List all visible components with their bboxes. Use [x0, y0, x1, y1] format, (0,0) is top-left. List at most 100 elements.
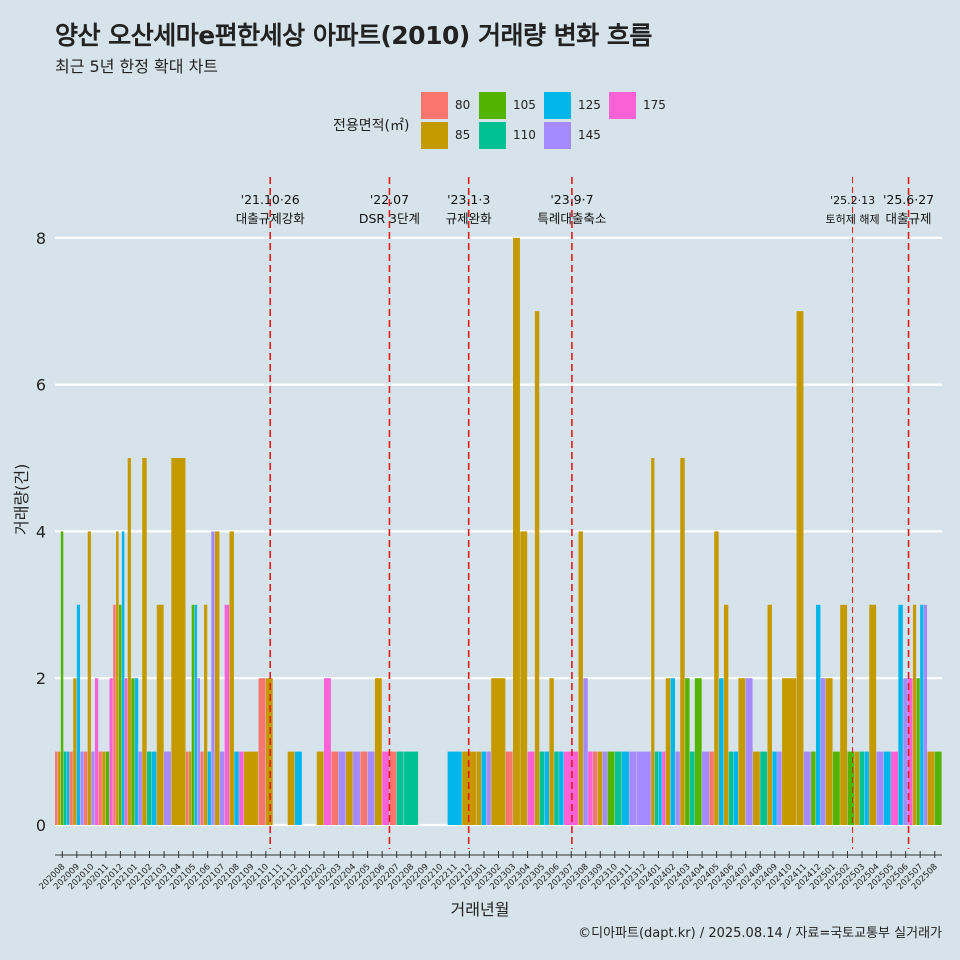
legend-swatch-145: [544, 122, 571, 149]
bar-202105-125: [194, 604, 198, 825]
bar-202104-85: [171, 458, 186, 825]
bar-202208-110: [403, 751, 419, 825]
bar-202409-145: [777, 751, 782, 825]
y-tick-label-8: 8: [36, 229, 46, 248]
bar-202106-125: [207, 751, 211, 825]
bar-202101-145: [138, 751, 142, 825]
legend-swatch-125: [544, 92, 571, 119]
bar-202312-145: [636, 751, 651, 825]
bar-202402-145: [675, 751, 680, 825]
bar-202204-85: [345, 751, 353, 825]
bar-202506-125: [898, 604, 903, 825]
bar-202303-80: [505, 751, 513, 825]
bar-202010-85: [87, 531, 91, 825]
bar-202101-125: [134, 678, 139, 825]
bar-202405-125: [719, 678, 724, 825]
bar-202107-175: [224, 604, 230, 825]
bar-202405-80: [709, 751, 714, 825]
bar-202203-145: [338, 751, 346, 825]
bar-202309-145: [602, 751, 608, 825]
bar-202307-175: [563, 751, 579, 825]
event-label-2: DSR 3단계: [359, 211, 420, 226]
bar-202202-175: [324, 678, 331, 825]
bar-202103-85: [156, 604, 164, 825]
bar-202107-85: [214, 531, 220, 825]
bar-202009-145: [80, 751, 84, 825]
event-label-1: 대출규제강화: [236, 211, 306, 226]
legend-swatch-85: [421, 122, 448, 149]
bar-202101-85: [127, 458, 131, 825]
bar-202505-125: [883, 751, 891, 825]
bar-202009-80: [69, 751, 73, 825]
bar-202105-105: [191, 604, 195, 825]
bar-202206-175: [382, 751, 390, 825]
bar-202506-175: [908, 678, 913, 825]
legend-label-110: 110: [513, 128, 536, 142]
bar-202010-175: [94, 678, 99, 825]
event-label-5: 토허제 해제: [826, 212, 880, 226]
bar-202211-125: [447, 751, 462, 825]
bar-202408-85: [752, 751, 760, 825]
event-label-3: 규제완화: [446, 211, 493, 226]
bar-202305-85: [534, 311, 540, 825]
event-date-4: '23.9·7: [550, 192, 593, 207]
y-tick-label-6: 6: [36, 376, 46, 395]
bar-202108-125: [234, 751, 239, 825]
bar-202501-105: [832, 751, 840, 825]
bar-202207-80: [389, 751, 397, 825]
x-axis-label: 거래년월: [450, 900, 510, 919]
bar-202011-175: [109, 678, 113, 825]
bar-202101-105: [131, 678, 135, 825]
bar-202412-105: [811, 751, 816, 825]
legend-label-80: 80: [455, 98, 471, 112]
legend-label-175: 175: [643, 98, 666, 112]
bar-202305-125: [544, 751, 549, 825]
bar-202302-85: [491, 678, 506, 825]
bar-202301-145: [486, 751, 491, 825]
bar-202112-125: [294, 751, 302, 825]
bar-202401-85: [651, 458, 655, 825]
bar-202505-175: [891, 751, 898, 825]
bar-202406-125: [733, 751, 739, 825]
bar-202503-125: [864, 751, 869, 825]
bar-202403-85: [680, 458, 685, 825]
bar-202009-125: [76, 604, 81, 825]
bar-202301-85: [476, 751, 482, 825]
bar-202303-85: [513, 237, 520, 826]
bar-202107-145: [219, 751, 225, 825]
bar-202411-85: [796, 311, 804, 825]
bar-202204-145: [353, 751, 360, 825]
bar-202008-110: [63, 751, 67, 825]
bar-202008-85: [57, 751, 61, 825]
bar-202102-110: [147, 751, 152, 825]
bar-202202-85: [316, 751, 324, 825]
bar-202502-105: [847, 751, 855, 825]
bar-202501-85: [825, 678, 833, 825]
bar-202408-110: [760, 751, 768, 825]
bar-202105-145: [197, 678, 201, 825]
bar-202401-110: [654, 751, 659, 825]
footer-credit: ©디아파트(dapt.kr) / 2025.08.14 / 자료=국토교통부 실…: [578, 926, 942, 941]
bar-202412-145: [820, 678, 826, 825]
event-label-6: 대출규제: [886, 211, 932, 226]
bar-202507-85: [912, 604, 917, 825]
bar-202309-85: [597, 751, 603, 825]
bar-202011-80: [98, 751, 102, 825]
bar-202508-105: [934, 751, 942, 825]
y-tick-label-2: 2: [36, 669, 46, 688]
bar-202409-125: [772, 751, 777, 825]
bar-202011-105: [105, 751, 110, 825]
bar-202506-145: [903, 678, 908, 825]
bar-202502-85: [840, 604, 848, 825]
bar-202106-80: [200, 751, 204, 825]
bar-202401-125: [658, 751, 662, 825]
bar-202503-110: [859, 751, 865, 825]
bar-202310-105: [607, 751, 615, 825]
bar-202012-85: [116, 531, 119, 825]
bar-202308-175: [588, 751, 593, 825]
bar-202106-145: [211, 531, 215, 825]
bar-202008-80: [55, 751, 58, 825]
bar-202011-85: [102, 751, 106, 825]
bar-202402-125: [670, 678, 676, 825]
bar-202010-80: [84, 751, 88, 825]
